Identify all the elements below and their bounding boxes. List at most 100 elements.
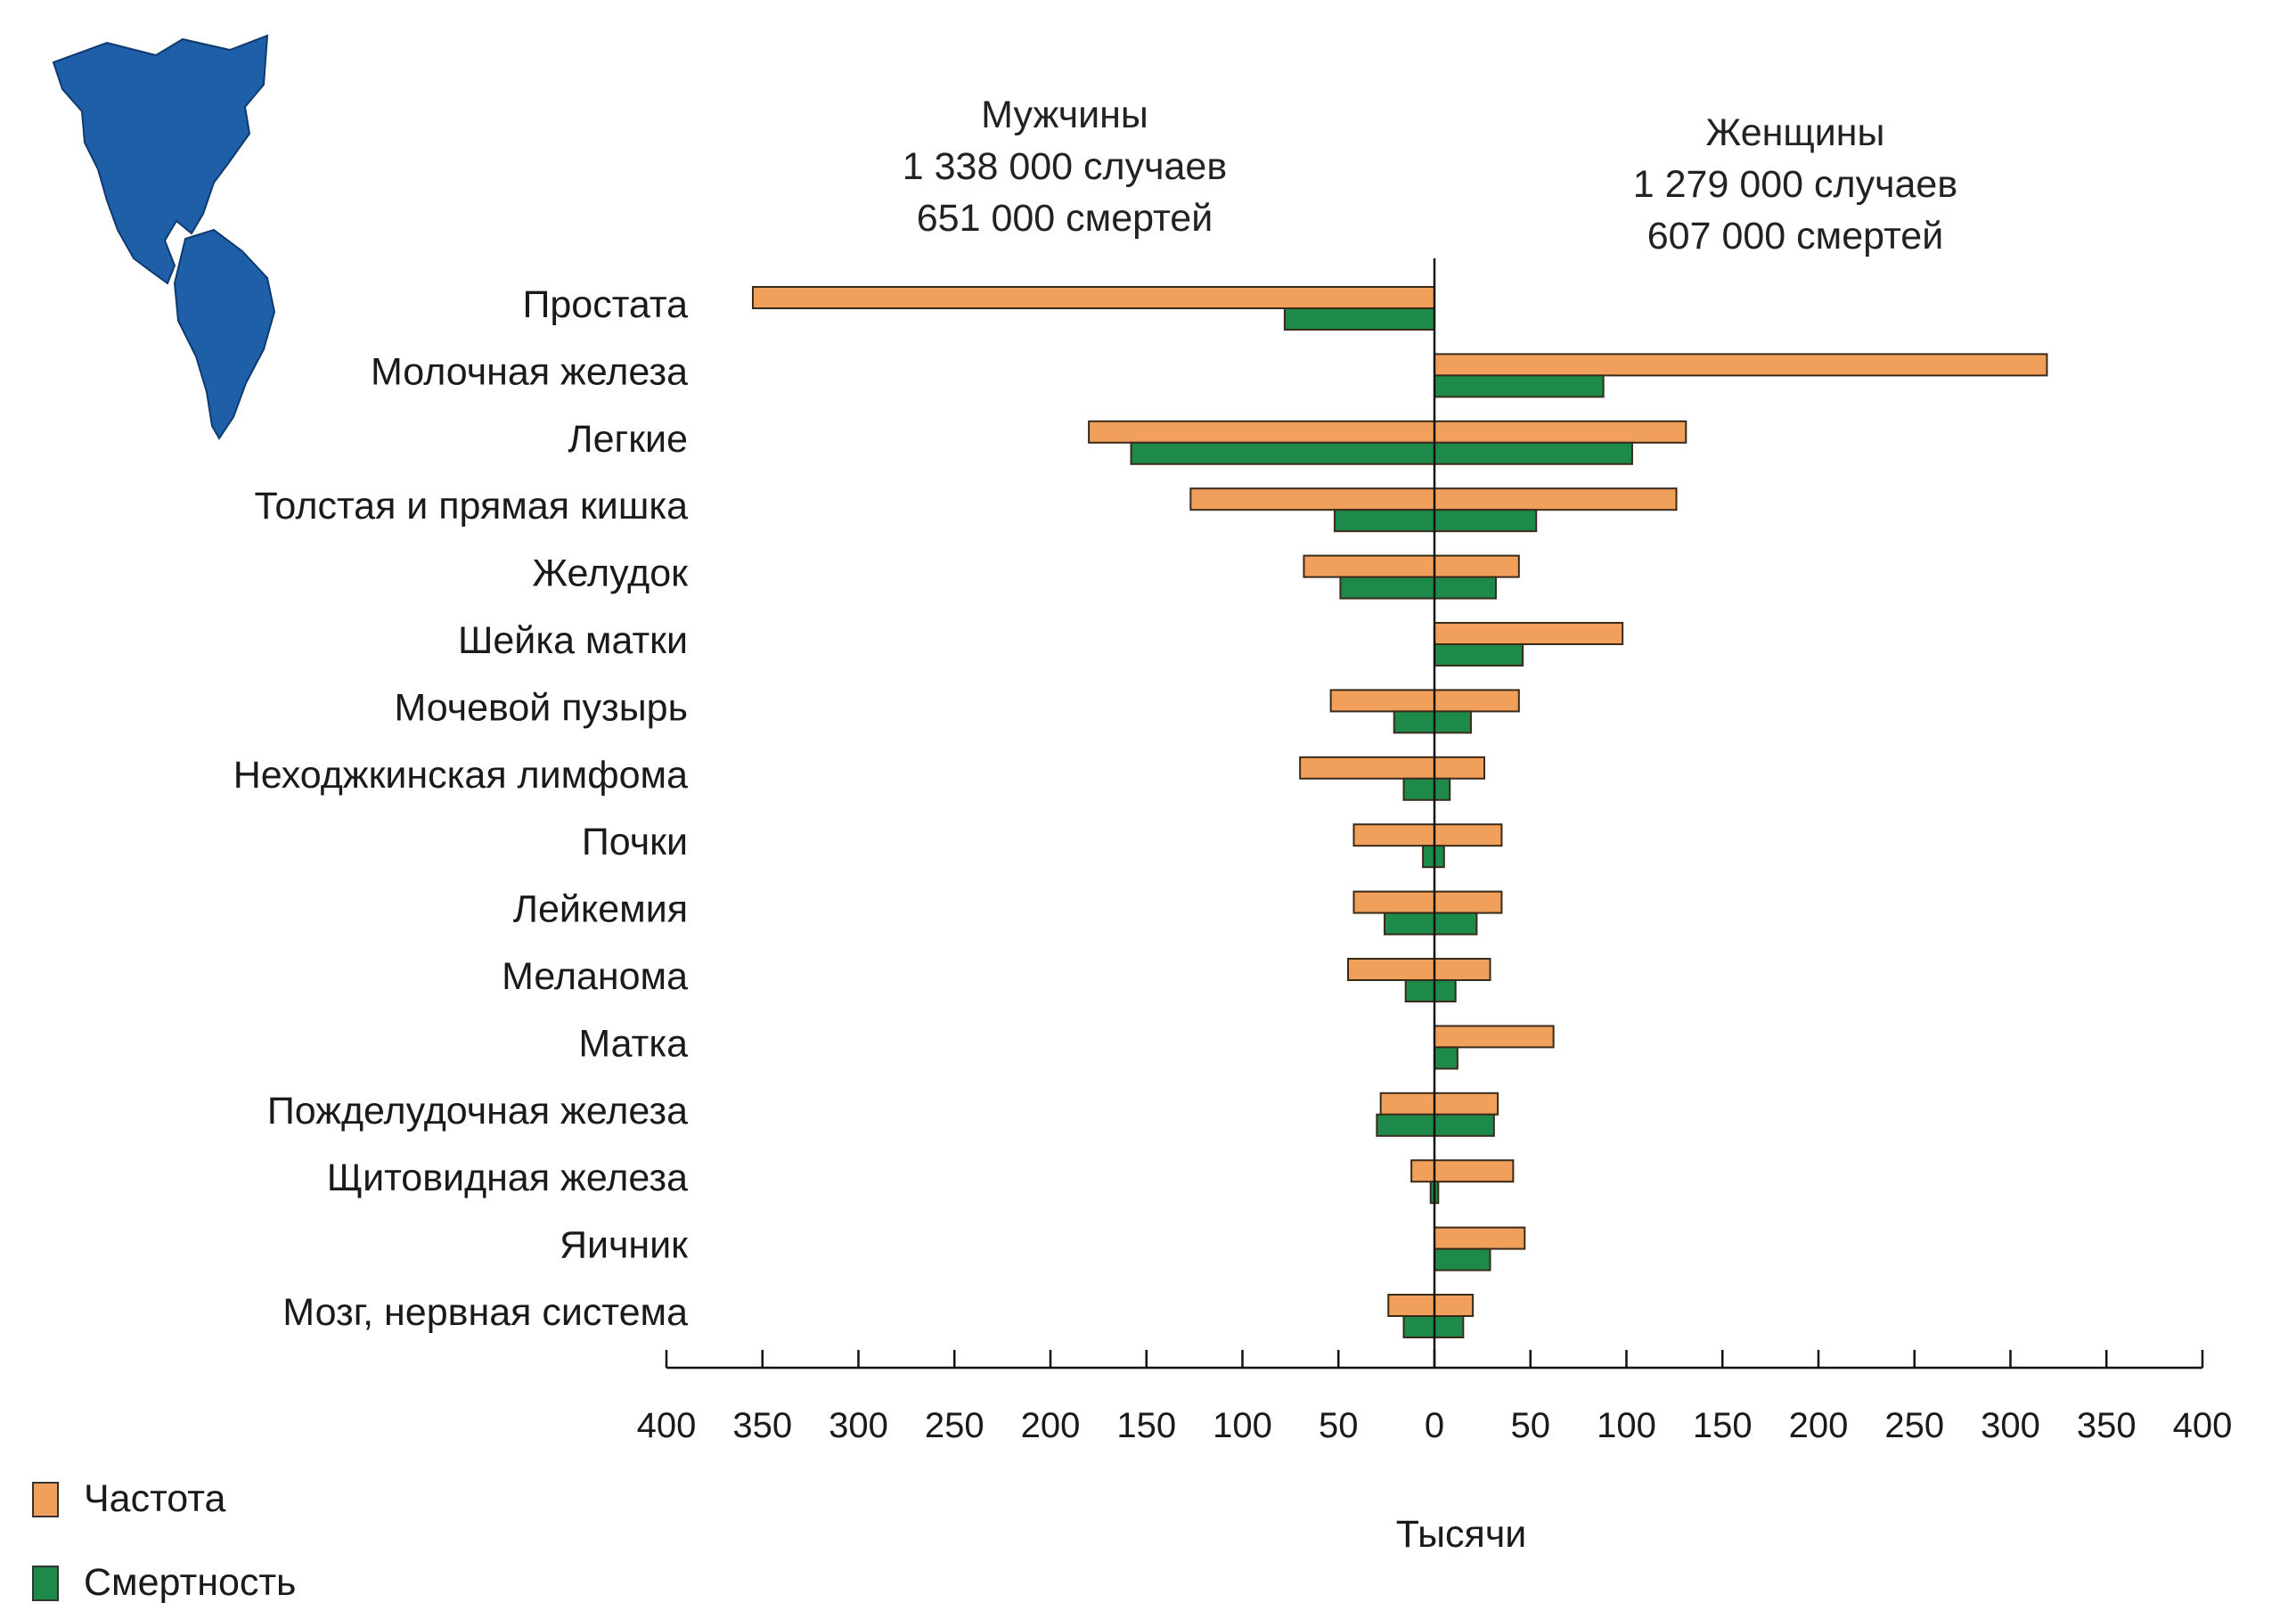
north-america-shape (52, 34, 269, 285)
bar-women-incidence (1434, 1092, 1499, 1116)
category-label: Лейкемия (513, 888, 688, 931)
x-tick-label: 100 (1213, 1406, 1272, 1445)
bar-men-incidence (1347, 958, 1436, 981)
men-title: Мужчины (981, 94, 1148, 136)
bar-men-incidence (1299, 756, 1436, 780)
bar-men-incidence (1329, 689, 1436, 713)
x-tick-label: 300 (1981, 1406, 2040, 1445)
south-america-shape (173, 228, 276, 440)
bar-women-mortality (1434, 576, 1497, 600)
bar-men-mortality (1333, 509, 1435, 533)
bar-men-incidence (751, 286, 1435, 309)
bar-women-mortality (1434, 979, 1457, 1002)
bar-women-mortality (1434, 710, 1472, 734)
x-tick-label: 200 (1789, 1406, 1849, 1445)
category-label: Щитовидная железа (327, 1157, 688, 1199)
legend-item-incidence: Частота (32, 1477, 225, 1521)
legend-label-mortality: Смертность (84, 1561, 297, 1604)
bar-men-incidence (1387, 1294, 1436, 1317)
category-label: Яичник (560, 1224, 689, 1267)
bar-men-mortality (1393, 710, 1435, 734)
bar-men-mortality (1283, 307, 1436, 331)
bar-men-incidence (1352, 823, 1435, 847)
x-tick-label: 250 (925, 1406, 985, 1445)
x-tick-label: 150 (1116, 1406, 1176, 1445)
bar-men-mortality (1422, 845, 1435, 869)
x-axis-title: Тысячи (1395, 1513, 1527, 1556)
legend-swatch-mortality (32, 1565, 59, 1601)
x-tick-label: 350 (732, 1406, 792, 1445)
category-label: Матка (578, 1022, 688, 1065)
bar-men-incidence (1303, 554, 1435, 578)
bar-women-mortality (1434, 441, 1633, 465)
bar-women-incidence (1434, 554, 1520, 578)
bar-women-incidence (1434, 1159, 1515, 1183)
category-label: Пожделудочная железа (267, 1090, 688, 1132)
bar-men-incidence (1410, 1159, 1436, 1183)
women-deaths: 607 000 смертей (1646, 215, 1944, 258)
bar-men-mortality (1130, 441, 1435, 465)
x-tick-label: 400 (2173, 1406, 2233, 1445)
bar-women-incidence (1434, 1226, 1526, 1250)
bar-women-incidence (1434, 487, 1678, 511)
x-tick-label: 200 (1021, 1406, 1081, 1445)
category-label: Желудок (532, 552, 689, 595)
category-label: Шейка матки (458, 619, 688, 662)
x-tick-label: 400 (637, 1406, 697, 1445)
category-label: Молочная железа (371, 350, 688, 393)
x-tick-label: 100 (1597, 1406, 1656, 1445)
category-label: Неходжкинская лимфома (233, 754, 688, 797)
bar-women-incidence (1434, 1294, 1475, 1317)
bar-women-mortality (1434, 509, 1538, 533)
x-tick-label: 50 (1319, 1406, 1359, 1445)
bar-men-mortality (1402, 777, 1436, 801)
x-tick-label: 250 (1884, 1406, 1944, 1445)
bar-women-mortality (1434, 1113, 1495, 1137)
bar-men-mortality (1376, 1113, 1435, 1137)
bar-men-mortality (1383, 912, 1435, 936)
bar-women-incidence (1434, 689, 1520, 713)
x-tick-label: 0 (1425, 1406, 1444, 1445)
category-labels: Простата Молочная железа Легкие Толстая и п… (233, 283, 689, 1334)
bar-men-incidence (1088, 420, 1435, 444)
bar-women-mortality (1434, 643, 1524, 666)
x-tick-label: 300 (829, 1406, 888, 1445)
legend-label-incidence: Частота (84, 1477, 226, 1520)
americas-map-icon (52, 34, 276, 440)
legend-swatch-incidence (32, 1481, 59, 1517)
bar-women-incidence (1434, 420, 1687, 444)
bar-men-mortality (1404, 979, 1436, 1002)
x-tick-label: 50 (1511, 1406, 1551, 1445)
bar-women-incidence (1434, 890, 1503, 914)
category-label: Толстая и прямая кишка (254, 485, 688, 527)
bar-women-mortality (1434, 1247, 1491, 1271)
men-header: Мужчины 1 338 000 случаев 651 000 смерте… (802, 89, 1328, 244)
legend-item-mortality: Смертность (32, 1561, 296, 1605)
bar-women-incidence (1434, 958, 1491, 981)
bar-men-incidence (1352, 890, 1435, 914)
category-label: Меланома (502, 955, 688, 998)
women-cases: 1 279 000 случаев (1632, 163, 1958, 206)
bar-men-incidence (1189, 487, 1435, 511)
category-label: Мочевой пузырь (394, 686, 688, 729)
bar-women-incidence (1434, 756, 1486, 780)
bar-women-incidence (1434, 622, 1624, 645)
category-label: Легкие (568, 418, 688, 461)
bar-women-mortality (1434, 374, 1605, 398)
bar-women-mortality (1434, 1315, 1465, 1338)
women-header: Женщины 1 279 000 случаев 607 000 смерте… (1532, 107, 2058, 262)
category-label: Простата (522, 283, 688, 326)
bar-women-mortality (1434, 845, 1445, 869)
women-title: Женщины (1705, 111, 1885, 154)
bar-women-mortality (1434, 912, 1478, 936)
men-deaths: 651 000 смертей (916, 197, 1213, 240)
bar-men-mortality (1339, 576, 1436, 600)
men-cases: 1 338 000 случаев (902, 145, 1228, 188)
bar-men-incidence (1379, 1092, 1436, 1116)
bar-women-incidence (1434, 353, 2048, 377)
category-label: Мозг, нервная система (282, 1291, 688, 1334)
bar-women-mortality (1434, 1046, 1458, 1070)
category-label: Почки (582, 821, 688, 863)
x-tick-label: 350 (2077, 1406, 2137, 1445)
